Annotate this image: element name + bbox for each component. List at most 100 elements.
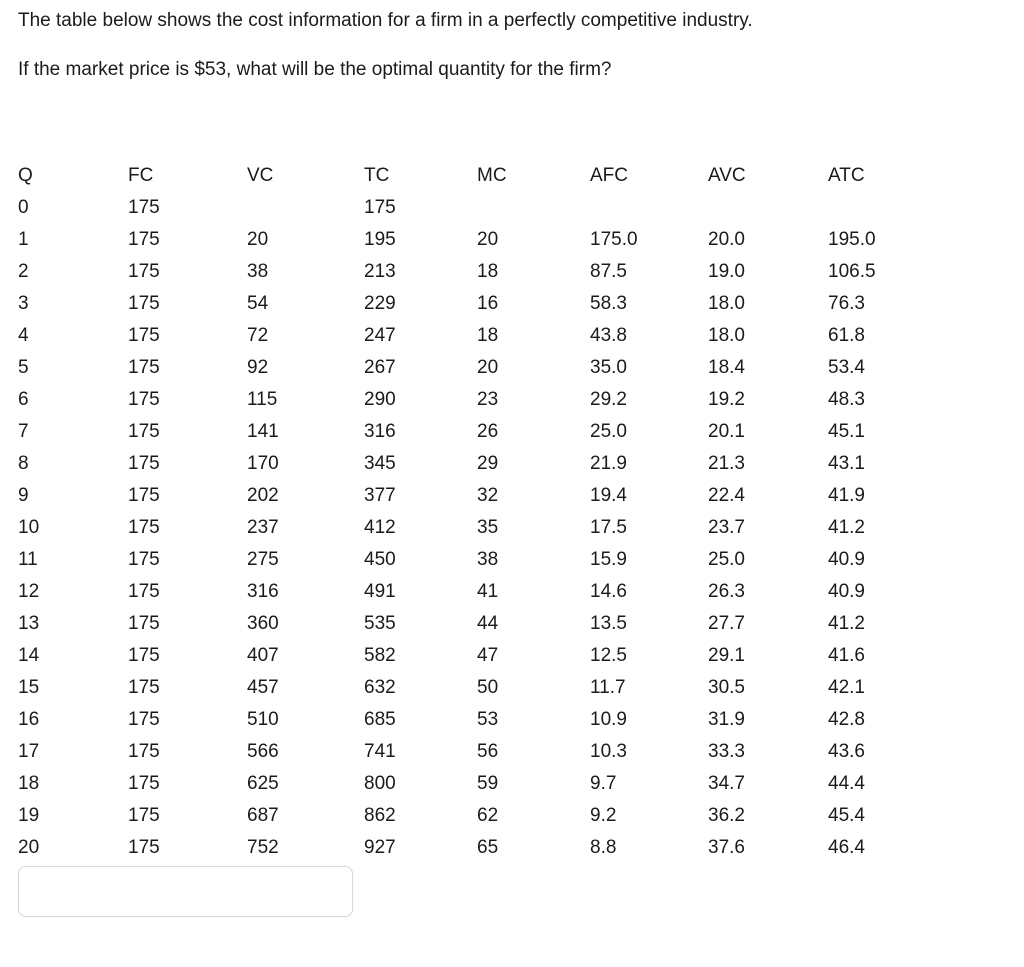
table-cell: 450 — [364, 549, 396, 570]
table-cell: 290 — [364, 389, 396, 410]
table-cell: 377 — [364, 485, 396, 506]
table-cell: 115 — [247, 389, 278, 410]
table-cell: 42.1 — [828, 677, 865, 698]
table-cell: 17.5 — [590, 517, 627, 538]
table-cell: 33.3 — [708, 741, 745, 762]
table-cell: 12.5 — [590, 645, 627, 666]
table-cell: 47 — [477, 645, 499, 666]
table-cell: 202 — [247, 485, 279, 506]
table-cell: 175 — [128, 741, 160, 762]
table-cell: 92 — [247, 357, 269, 378]
table-cell: 407 — [247, 645, 279, 666]
table-row: 10 175 237 412 35 17.5 23.7 41.2 — [18, 512, 1006, 544]
table-cell: 59 — [477, 773, 499, 794]
table-cell: 175 — [128, 293, 160, 314]
table-cell: 10.3 — [590, 741, 627, 762]
table-cell: 34.7 — [708, 773, 745, 794]
table-cell: 3 — [18, 293, 29, 314]
table-cell: 175 — [128, 357, 160, 378]
table-cell: 237 — [247, 517, 279, 538]
table-cell: 175 — [128, 549, 160, 570]
table-cell: 175 — [128, 773, 160, 794]
table-cell: 0 — [18, 197, 29, 218]
table-cell: 23.7 — [708, 517, 745, 538]
table-cell: 20.0 — [708, 229, 745, 250]
table-cell: 37.6 — [708, 837, 745, 858]
table-cell — [708, 192, 828, 224]
table-cell: 53 — [477, 709, 499, 730]
table-cell: 175 — [128, 613, 160, 634]
table-cell: 175 — [128, 581, 160, 602]
table-cell: 175 — [128, 677, 160, 698]
answer-input[interactable] — [18, 866, 353, 917]
table-cell: 46.4 — [828, 837, 865, 858]
table-cell: 32 — [477, 485, 499, 506]
table-cell: 11.7 — [590, 677, 626, 698]
table-cell: 43.1 — [828, 453, 865, 474]
table-cell: 195.0 — [828, 229, 876, 250]
table-cell: 23 — [477, 389, 499, 410]
table-cell: 927 — [364, 837, 396, 858]
table-cell: 687 — [247, 805, 279, 826]
table-cell: 45.4 — [828, 805, 865, 826]
table-row: 19 175 687 862 62 9.2 36.2 45.4 — [18, 800, 1006, 832]
table-cell: 11 — [18, 549, 38, 570]
table-cell: 6 — [18, 389, 29, 410]
table-cell: 18.4 — [708, 357, 745, 378]
table-cell: 566 — [247, 741, 279, 762]
table-cell: 16 — [477, 293, 499, 314]
table-cell: 41.2 — [828, 517, 865, 538]
table-cell: 20.1 — [708, 421, 745, 442]
table-cell: 535 — [364, 613, 396, 634]
table-cell: 20 — [477, 357, 499, 378]
table-row: 1 175 20 195 20 175.0 20.0 195.0 — [18, 224, 1006, 256]
table-cell: 20 — [247, 229, 269, 250]
table-cell: 9 — [18, 485, 29, 506]
table-cell: 17 — [18, 741, 40, 762]
table-cell: 29.1 — [708, 645, 745, 666]
table-cell: 175.0 — [590, 229, 638, 250]
table-row: 13 175 360 535 44 13.5 27.7 41.2 — [18, 608, 1006, 640]
table-cell: 175 — [128, 517, 160, 538]
table-cell: 175 — [128, 805, 160, 826]
table-cell: 19.4 — [590, 485, 627, 506]
table-row: 3 175 54 229 16 58.3 18.0 76.3 — [18, 288, 1006, 320]
table-header-cell: VC — [247, 165, 274, 186]
table-cell — [477, 192, 590, 224]
table-cell: 65 — [477, 837, 499, 858]
table-cell: 43.6 — [828, 741, 865, 762]
table-cell: 25.0 — [708, 549, 745, 570]
table-cell: 29.2 — [590, 389, 627, 410]
table-header-cell: ATC — [828, 165, 865, 186]
table-row: 16 175 510 685 53 10.9 31.9 42.8 — [18, 704, 1006, 736]
table-cell: 50 — [477, 677, 499, 698]
table-cell: 18 — [477, 261, 499, 282]
table-cell: 31.9 — [708, 709, 745, 730]
table-row: 0 175 175 — [18, 192, 1006, 224]
table-cell — [247, 192, 364, 224]
table-cell: 582 — [364, 645, 396, 666]
table-cell: 170 — [247, 453, 279, 474]
table-cell: 175 — [128, 709, 160, 730]
table-cell: 19.2 — [708, 389, 745, 410]
table-header-cell: AFC — [590, 165, 628, 186]
table-cell: 38 — [247, 261, 269, 282]
table-cell: 175 — [128, 229, 160, 250]
table-cell: 18.0 — [708, 293, 745, 314]
table-cell: 175 — [364, 197, 396, 218]
table-cell: 38 — [477, 549, 499, 570]
table-cell: 175 — [128, 197, 160, 218]
table-cell: 13.5 — [590, 613, 627, 634]
table-cell: 19 — [18, 805, 40, 826]
table-cell: 21.3 — [708, 453, 745, 474]
table-row: 7 175 141 316 26 25.0 20.1 45.1 — [18, 416, 1006, 448]
table-row: 6 175 115 290 23 29.2 19.2 48.3 — [18, 384, 1006, 416]
table-cell: 18.0 — [708, 325, 745, 346]
table-cell: 175 — [128, 325, 160, 346]
table-cell: 20 — [18, 837, 40, 858]
table-cell: 175 — [128, 453, 160, 474]
table-cell: 61.8 — [828, 325, 865, 346]
table-cell: 25.0 — [590, 421, 627, 442]
table-cell: 195 — [364, 229, 396, 250]
table-cell: 41 — [477, 581, 499, 602]
